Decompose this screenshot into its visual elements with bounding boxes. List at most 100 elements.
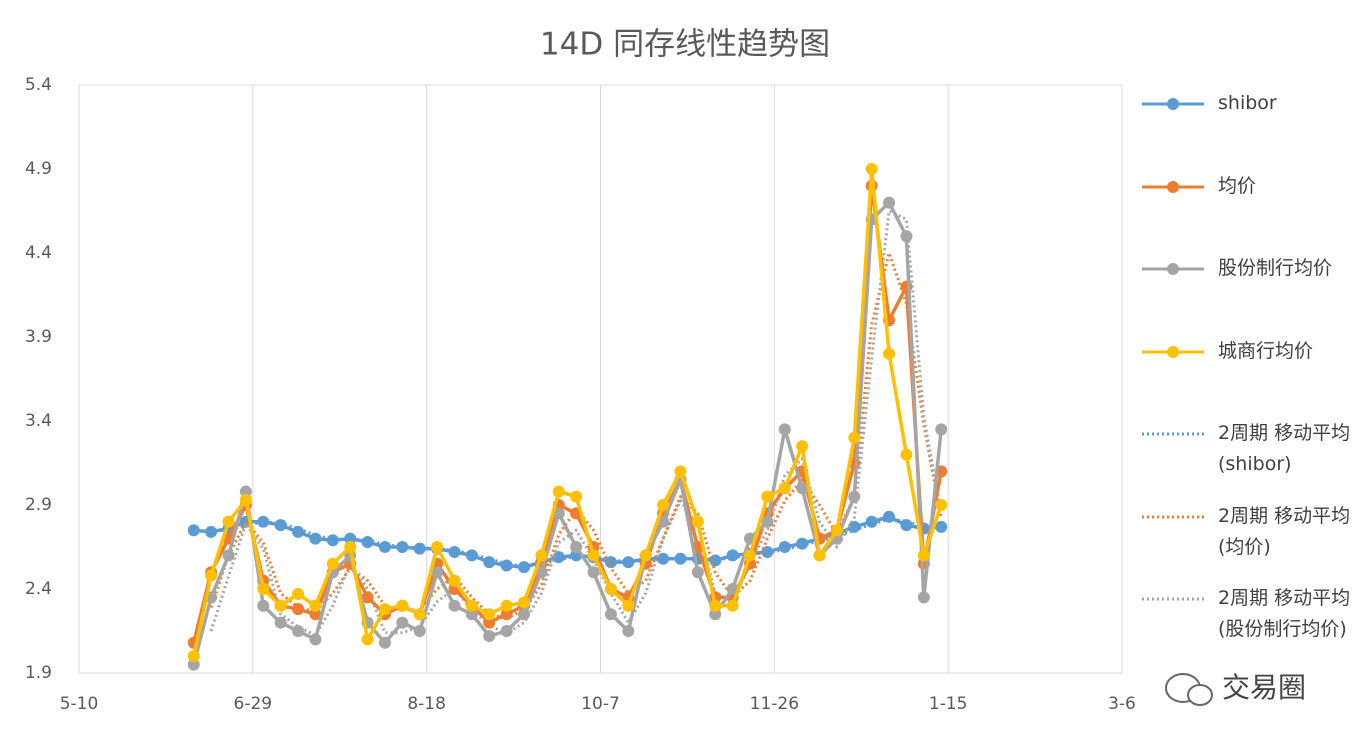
data-point (796, 482, 809, 495)
data-point (883, 510, 896, 523)
data-point (674, 552, 687, 565)
x-tick-label: 5-10 (60, 694, 99, 714)
data-point (570, 541, 583, 553)
data-point (187, 658, 200, 671)
data-point (587, 566, 600, 579)
legend-swatch (1142, 597, 1204, 601)
data-point (935, 499, 948, 511)
data-point (865, 515, 878, 528)
data-point (448, 574, 461, 587)
data-point (222, 515, 235, 528)
data-point (518, 608, 531, 621)
chart-title: 14D 同存线性趋势图 (540, 27, 830, 63)
series-line (192, 184, 943, 644)
legend-label: 2周期 移动平均 (股份制行均价) (1218, 587, 1351, 640)
data-point (778, 423, 791, 436)
data-point (848, 431, 861, 444)
legend-swatch (1142, 263, 1204, 275)
legend-label: 股份制行均价 (1218, 257, 1333, 279)
data-point (448, 546, 461, 559)
y-tick-label: 3.9 (25, 327, 52, 347)
data-point (257, 599, 270, 612)
data-point (465, 599, 478, 612)
data-point (483, 608, 496, 621)
data-point (500, 625, 513, 637)
data-point (274, 599, 287, 612)
data-point (431, 541, 444, 553)
data-point (292, 625, 305, 637)
data-point (535, 566, 548, 579)
legend-marker (1167, 98, 1179, 110)
legend-swatch (1142, 515, 1204, 518)
x-tick-label: 1-15 (929, 694, 968, 714)
data-point (657, 499, 670, 511)
data-point (796, 537, 809, 550)
data-point (622, 599, 635, 612)
y-tick-label: 5.4 (25, 75, 52, 95)
legend-marker (1167, 180, 1179, 193)
data-point (900, 519, 913, 532)
legend-swatch (1142, 345, 1204, 358)
data-point (205, 525, 218, 538)
data-point (431, 566, 444, 579)
data-point (465, 608, 478, 621)
series-line (191, 167, 943, 657)
data-point (396, 599, 409, 612)
data-point (309, 633, 322, 646)
legend-label: 均价 (1218, 174, 1257, 197)
data-point (691, 566, 704, 579)
data-point (639, 549, 652, 562)
data-point (239, 485, 252, 498)
x-tick-label: 10-7 (581, 694, 620, 714)
data-point (935, 520, 948, 533)
data-point (761, 490, 774, 503)
legend-entry: shibor (1140, 88, 1365, 170)
legend-marker (1167, 263, 1179, 275)
data-point (587, 549, 600, 562)
legend-swatch (1142, 98, 1204, 110)
legend-swatch (1142, 432, 1204, 436)
data-point (396, 616, 409, 629)
data-point (935, 423, 948, 436)
data-point (500, 608, 513, 621)
y-tick-label: 2.4 (25, 579, 52, 599)
data-point (274, 616, 287, 629)
data-point (187, 524, 200, 537)
watermark-icon (1165, 673, 1213, 706)
x-tick-label: 11-26 (750, 694, 799, 714)
data-point (309, 532, 322, 545)
data-point (361, 591, 374, 604)
data-point (848, 520, 861, 533)
data-point (292, 603, 305, 616)
data-point (518, 561, 531, 574)
data-point (378, 636, 391, 649)
y-tick-label: 2.9 (25, 495, 52, 515)
data-point (239, 493, 252, 506)
data-point (483, 616, 496, 629)
data-point (778, 541, 791, 553)
legend-entry: 均价 (1140, 171, 1365, 253)
data-point (900, 448, 913, 461)
legend-entry: 2周期 移动平均 (shibor) (1140, 418, 1365, 500)
data-point (917, 591, 930, 604)
data-point (413, 608, 426, 621)
data-point (604, 608, 617, 621)
data-point (796, 440, 809, 453)
data-point (917, 549, 930, 562)
data-point (222, 549, 235, 562)
legend-label: 城商行均价 (1218, 339, 1314, 362)
data-point (413, 542, 426, 555)
y-tick-label: 4.9 (25, 159, 52, 179)
data-point (726, 599, 739, 612)
data-point (483, 630, 496, 643)
data-point (622, 625, 635, 637)
data-point (761, 515, 774, 528)
data-point (292, 525, 305, 538)
data-point (361, 535, 374, 548)
legend-entry: 股份制行均价 (1140, 253, 1365, 335)
x-tick-label: 3-6 (1108, 694, 1136, 714)
series-line (192, 200, 943, 666)
y-tick-label: 1.9 (25, 663, 52, 683)
